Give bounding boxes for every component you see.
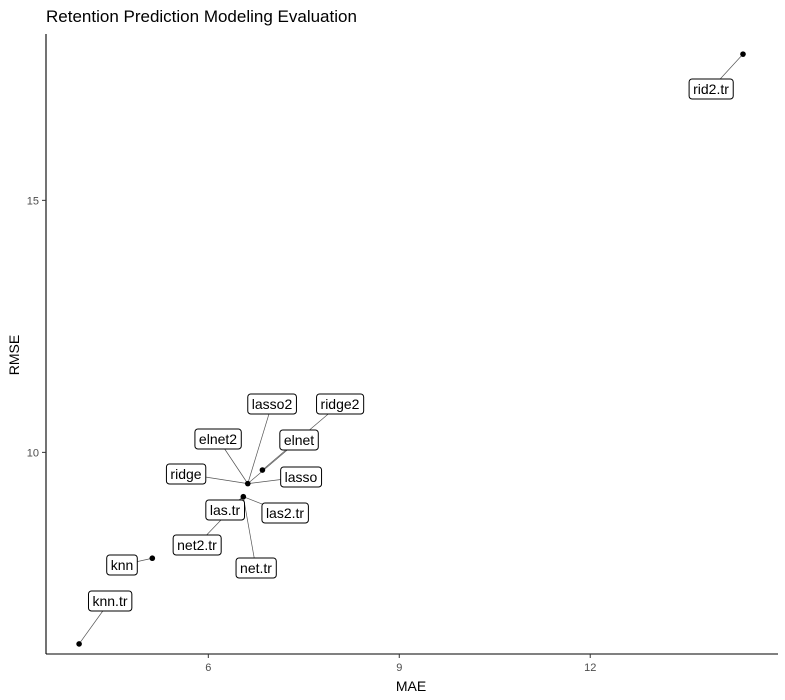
y-tick-label: 15 [27,195,39,207]
point-label-text: ridge [170,466,201,482]
point-label-text: las2.tr [266,505,304,521]
point-label-text: elnet2 [199,431,237,447]
axes [45,34,778,655]
point-label: ridge2 [316,393,365,415]
point-label-text: las.tr [210,502,241,518]
point-label-text: net2.tr [177,537,217,553]
chart-title: Retention Prediction Modeling Evaluation [46,7,357,26]
point-label-box [247,393,297,415]
point-label-box [172,534,222,556]
point-label-text: elnet [284,432,314,448]
point-label: net.tr [235,557,277,579]
point-label-text: lasso [285,469,318,485]
axis-ticks: 6 9 12 10 15 [27,195,597,674]
point-label: lasso2 [247,393,297,415]
point-label-text: net.tr [240,560,272,576]
point-label-box [279,429,319,451]
point-label-box [205,499,246,521]
point-label: las.tr [205,499,246,521]
point-label: elnet2 [194,428,242,450]
x-tick-label: 6 [205,662,211,674]
data-points [76,51,746,647]
point-label: knn.tr [87,590,133,612]
point-label-text: knn [111,557,134,573]
point-label-text: ridge2 [321,396,360,412]
label-connector [242,496,257,569]
point-label-box [316,393,365,415]
point-label: rid2.tr [688,78,734,100]
point-label-box [194,428,242,450]
data-point [740,51,746,57]
point-label-box [106,554,138,576]
point-label: las2.tr [261,502,309,524]
label-connector [247,403,273,484]
x-tick-label: 9 [396,662,402,674]
point-label: knn [106,554,138,576]
point-labels: rid2.tr ridge2 lasso2 elnet elnet2 lasso ridge… [87,78,734,612]
point-label-box [87,590,133,612]
point-label-box [261,502,309,524]
point-label-text: knn.tr [92,593,127,609]
point-label-box [280,466,323,488]
y-axis-title: RMSE [6,335,22,375]
y-tick-label: 10 [27,447,39,459]
x-axis-title: MAE [396,678,426,694]
data-point [244,480,251,487]
data-point [149,555,156,562]
point-label: lasso [280,466,323,488]
point-label-text: lasso2 [252,396,293,412]
data-point [259,467,266,473]
point-label: ridge [165,463,207,485]
point-label: elnet [279,429,319,451]
point-label-box [235,557,277,579]
point-label-box [688,78,734,100]
point-label: net2.tr [172,534,222,556]
x-tick-label: 12 [584,662,596,674]
point-label-box [165,463,207,485]
data-point [76,641,82,647]
data-point [240,493,247,500]
point-label-text: rid2.tr [693,81,729,97]
